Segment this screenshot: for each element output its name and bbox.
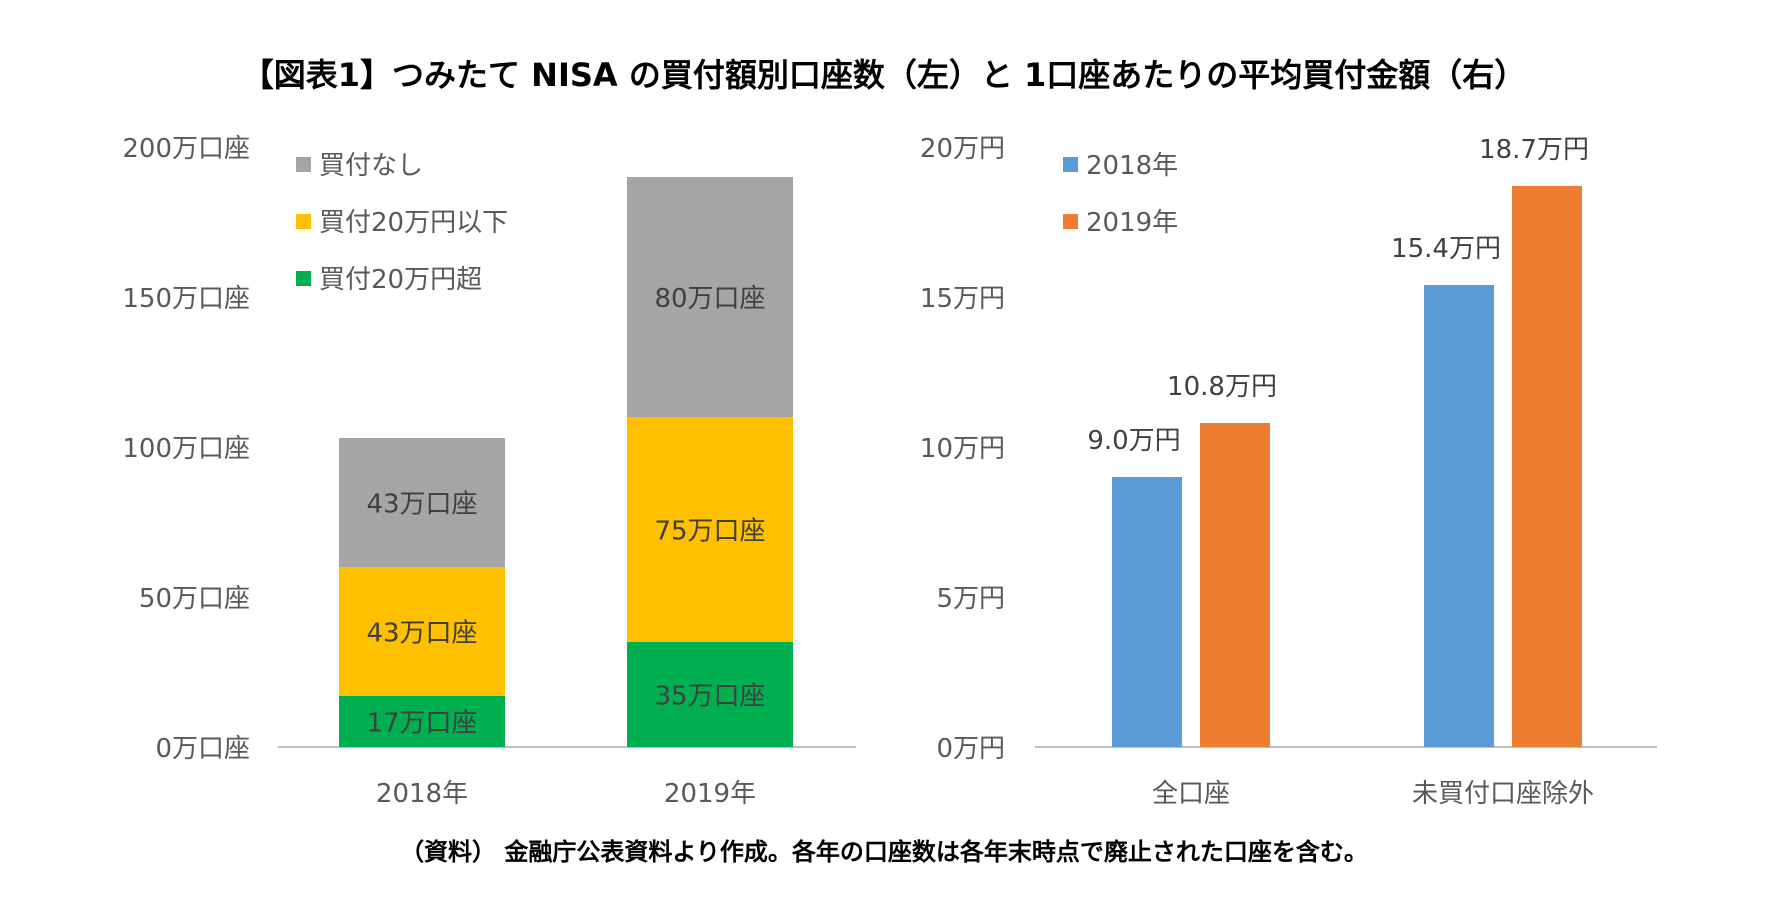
- stacked-bar-segment: [627, 177, 793, 417]
- y-tick-label: 10万円: [920, 434, 1005, 464]
- y-tick-label: 20万円: [920, 134, 1005, 164]
- stacked-bar-segment: [339, 567, 505, 696]
- bar-data-label: 18.7万円: [1479, 135, 1589, 165]
- x-category-label: 未買付口座除外: [1412, 779, 1594, 809]
- y-tick-label: 100万口座: [122, 434, 250, 464]
- legend-swatch: [296, 157, 311, 172]
- bar: [1112, 477, 1182, 747]
- y-tick-label: 0万口座: [155, 734, 250, 764]
- legend-label: 買付20万円以下: [319, 208, 508, 238]
- bar: [1200, 423, 1270, 747]
- x-category-label: 2019年: [664, 779, 756, 809]
- stacked-bar-segment: [339, 696, 505, 747]
- bar: [1512, 186, 1582, 747]
- legend-swatch: [296, 271, 311, 286]
- bar-data-label: 9.0万円: [1087, 426, 1180, 456]
- legend-swatch: [296, 214, 311, 229]
- segment-data-label: 75万口座: [654, 517, 765, 547]
- stacked-bar-segment: [627, 417, 793, 642]
- y-tick-label: 200万口座: [122, 134, 250, 164]
- y-tick-label: 50万口座: [139, 584, 250, 614]
- y-tick-label: 15万円: [920, 284, 1005, 314]
- segment-data-label: 80万口座: [654, 284, 765, 314]
- legend-swatch: [1063, 157, 1078, 172]
- segment-data-label: 17万口座: [366, 709, 477, 739]
- stacked-bar-segment: [627, 642, 793, 747]
- bar-data-label: 10.8万円: [1167, 372, 1277, 402]
- segment-data-label: 43万口座: [366, 490, 477, 520]
- legend-label: 買付20万円超: [319, 265, 482, 295]
- legend-label: 買付なし: [319, 151, 423, 181]
- legend-swatch: [1063, 214, 1078, 229]
- legend-label: 2019年: [1086, 208, 1178, 238]
- segment-data-label: 35万口座: [654, 682, 765, 712]
- x-category-label: 2018年: [376, 779, 468, 809]
- x-category-label: 全口座: [1152, 779, 1230, 809]
- y-tick-label: 5万円: [936, 584, 1005, 614]
- y-tick-label: 0万円: [936, 734, 1005, 764]
- segment-data-label: 43万口座: [366, 619, 477, 649]
- bar: [1424, 285, 1494, 747]
- footnote: （資料） 金融庁公表資料より作成。各年の口座数は各年末時点で廃止された口座を含む…: [400, 838, 1368, 866]
- y-tick-label: 150万口座: [122, 284, 250, 314]
- bar-data-label: 15.4万円: [1391, 234, 1501, 264]
- chart-title: 【図表1】つみたて NISA の買付額別口座数（左）と 1口座あたりの平均買付金…: [241, 56, 1527, 94]
- stacked-bar-segment: [339, 438, 505, 567]
- legend-label: 2018年: [1086, 151, 1178, 181]
